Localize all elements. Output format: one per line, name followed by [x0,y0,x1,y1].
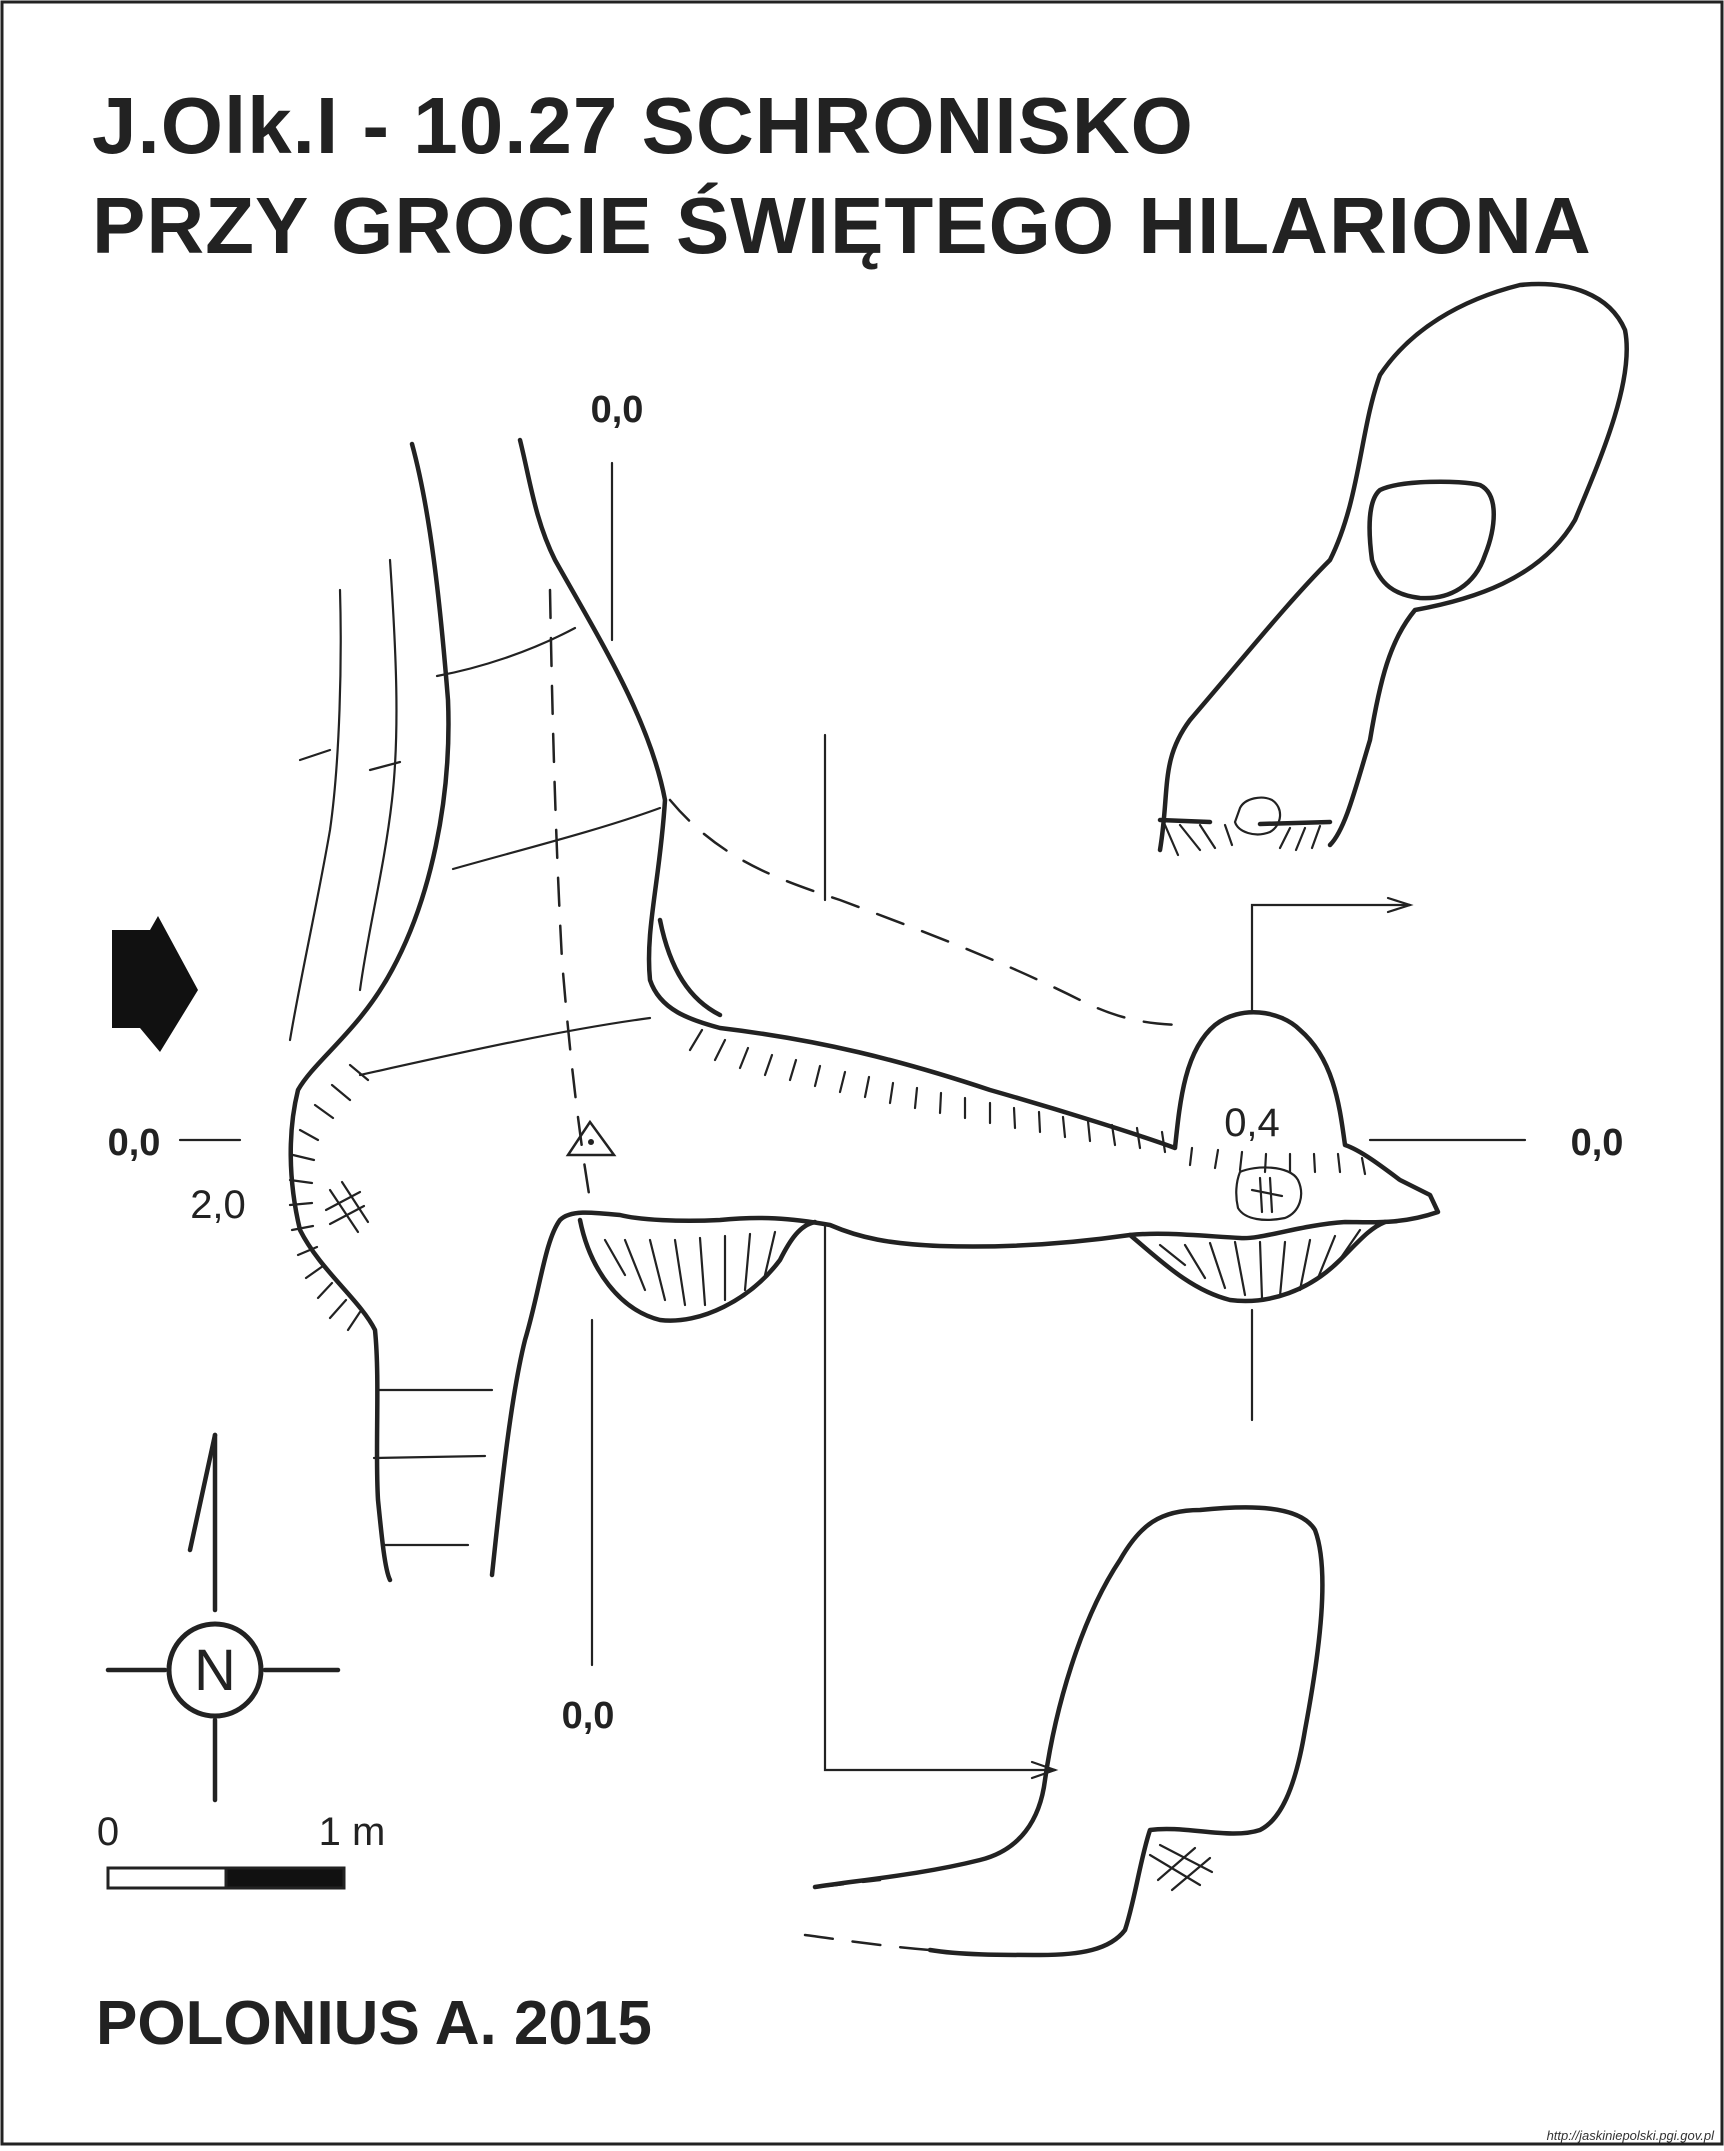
scale-label-one-meter: 1 m [319,1810,386,1854]
height-label-left: 2,0 [190,1183,246,1227]
survey-point-icon [565,1119,617,1157]
section-label-left: 0,0 [108,1122,161,1164]
page-title-line-2: PRZY GROCIE ŚWIĘTEGO HILARIONA [92,181,1592,270]
section-label-top: 0,0 [591,389,644,431]
section-line-mid-south [823,1223,1057,1772]
passage-cross-lines [358,626,662,1547]
source-url: http://jaskiniepolski.pgi.gov.pl [1546,2128,1714,2143]
entrance-rock-lines [288,558,402,1042]
section-line-north-east [1250,903,1412,1014]
slope-hachures [288,1028,1367,1332]
section-label-right: 0,0 [1571,1122,1624,1164]
cross-section-northeast [1157,281,1629,857]
height-label-right: 0,4 [1224,1101,1280,1145]
north-arrow-icon: N [105,1432,341,1803]
boulder-icon [1235,1166,1303,1221]
scale-label-zero: 0 [97,1810,119,1854]
cross-section-southeast [803,1505,1325,1958]
section-lines [178,461,1527,1780]
section-label-bottom: 0,0 [562,1695,615,1737]
page-title-line-1: J.Olk.I - 10.27 SCHRONISKO [92,81,1194,170]
entrance-arrow-icon [112,916,198,1052]
scale-bar: 0 1 m [97,1810,386,1890]
rubble-icon [324,1180,370,1234]
ceiling-dashed-lines [548,588,1192,1202]
author-credit: POLONIUS A. 2015 [96,1989,652,2058]
compass-letter: N [194,1638,236,1703]
cave-walls [288,437,1441,1583]
